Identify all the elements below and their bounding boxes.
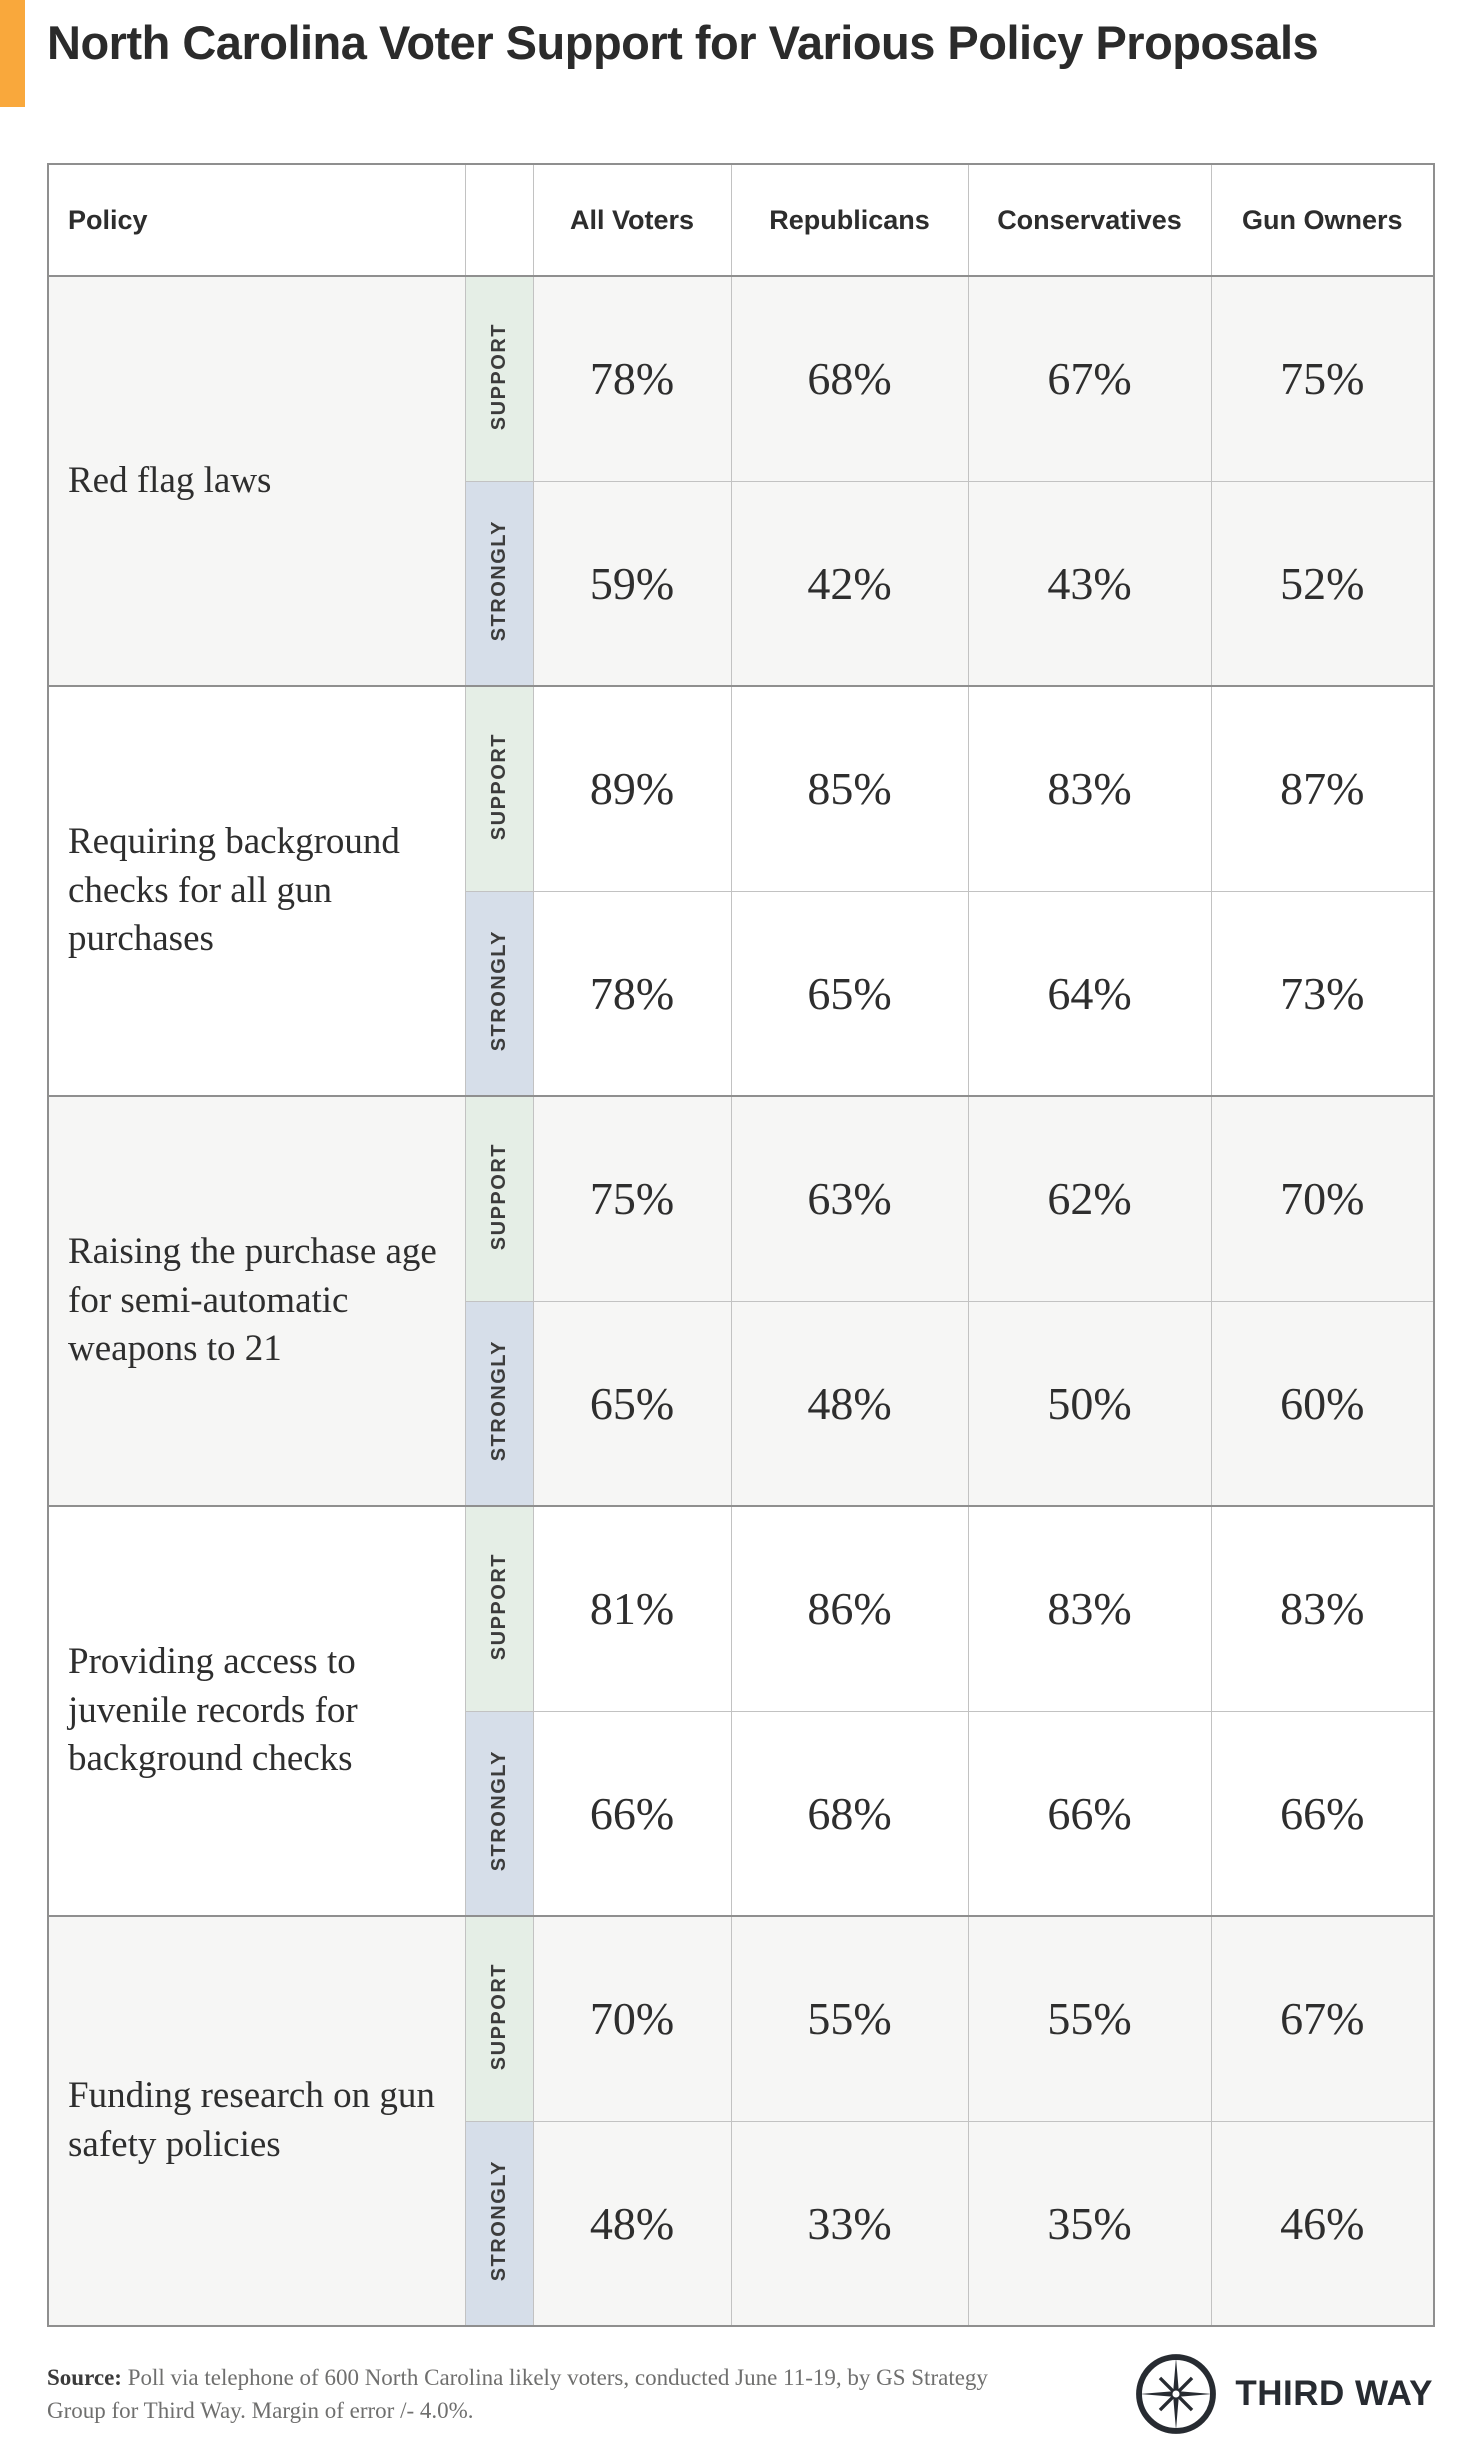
strongly-label-cell: STRONGLY bbox=[464, 2120, 534, 2327]
support-label-cell: SUPPORT bbox=[464, 685, 534, 892]
value-cell: 48% bbox=[532, 2120, 732, 2327]
support-label-cell: SUPPORT bbox=[464, 1095, 534, 1302]
value-cell: 50% bbox=[967, 1300, 1212, 1507]
support-row-label: SUPPORT bbox=[487, 322, 510, 430]
value-cell: 67% bbox=[967, 275, 1212, 482]
footer: Source: Poll via telephone of 600 North … bbox=[47, 2348, 1433, 2440]
poll-table: Policy All Voters Republicans Conservati… bbox=[47, 163, 1435, 2327]
page-title: North Carolina Voter Support for Various… bbox=[47, 16, 1319, 69]
strongly-row-label: STRONGLY bbox=[487, 2160, 510, 2282]
support-label-cell: SUPPORT bbox=[464, 1915, 534, 2122]
support-label-cell: SUPPORT bbox=[464, 275, 534, 482]
strongly-label-cell: STRONGLY bbox=[464, 890, 534, 1097]
column-header-republicans: Republicans bbox=[730, 163, 969, 277]
measure-column-header bbox=[464, 163, 534, 277]
third-way-logo: THIRD WAY bbox=[1134, 2352, 1433, 2436]
source-note: Source: Poll via telephone of 600 North … bbox=[47, 2361, 997, 2428]
strongly-row: STRONGLY 59% 42% 43% 52% bbox=[48, 480, 1435, 687]
value-cell: 59% bbox=[532, 480, 732, 687]
value-cell: 55% bbox=[730, 1915, 969, 2122]
value-cell: 85% bbox=[730, 685, 969, 892]
logo-wordmark: THIRD WAY bbox=[1235, 2374, 1433, 2413]
strongly-row: STRONGLY 48% 33% 35% 46% bbox=[48, 2120, 1435, 2327]
value-cell: 87% bbox=[1210, 685, 1435, 892]
policy-name: Funding research on gun safety policies bbox=[47, 1915, 466, 2327]
value-cell: 70% bbox=[532, 1915, 732, 2122]
value-cell: 73% bbox=[1210, 890, 1435, 1097]
value-cell: 66% bbox=[1210, 1710, 1435, 1917]
value-cell: 89% bbox=[532, 685, 732, 892]
source-text: Poll via telephone of 600 North Carolina… bbox=[47, 2364, 988, 2423]
strongly-row-label: STRONGLY bbox=[487, 930, 510, 1052]
support-row: Raising the purchase age for semi-automa… bbox=[47, 1095, 1435, 1507]
header-row: Policy All Voters Republicans Conservati… bbox=[47, 163, 1435, 277]
strongly-row-label: STRONGLY bbox=[487, 520, 510, 642]
value-cell: 65% bbox=[532, 1300, 732, 1507]
value-cell: 68% bbox=[730, 275, 969, 482]
value-cell: 83% bbox=[967, 1505, 1212, 1712]
value-cell: 33% bbox=[730, 2120, 969, 2327]
value-cell: 78% bbox=[532, 890, 732, 1097]
value-cell: 67% bbox=[1210, 1915, 1435, 2122]
value-cell: 78% bbox=[532, 275, 732, 482]
value-cell: 52% bbox=[1210, 480, 1435, 687]
value-cell: 48% bbox=[730, 1300, 969, 1507]
value-cell: 75% bbox=[532, 1095, 732, 1302]
policy-name: Raising the purchase age for semi-automa… bbox=[47, 1095, 466, 1507]
support-label-cell: SUPPORT bbox=[464, 1505, 534, 1712]
support-row-label: SUPPORT bbox=[487, 1552, 510, 1660]
strongly-row-label: STRONGLY bbox=[487, 1340, 510, 1462]
value-cell: 46% bbox=[1210, 2120, 1435, 2327]
strongly-label-cell: STRONGLY bbox=[464, 480, 534, 687]
value-cell: 66% bbox=[967, 1710, 1212, 1917]
policy-column-header: Policy bbox=[47, 163, 466, 277]
policy-name: Providing access to juvenile records for… bbox=[47, 1505, 466, 1917]
value-cell: 75% bbox=[1210, 275, 1435, 482]
value-cell: 63% bbox=[730, 1095, 969, 1302]
value-cell: 62% bbox=[967, 1095, 1212, 1302]
value-cell: 35% bbox=[967, 2120, 1212, 2327]
column-header-conservatives: Conservatives bbox=[967, 163, 1212, 277]
support-row: Funding research on gun safety policies … bbox=[47, 1915, 1435, 2327]
support-row: Providing access to juvenile records for… bbox=[47, 1505, 1435, 1917]
strongly-row: STRONGLY 78% 65% 64% 73% bbox=[48, 890, 1435, 1097]
strongly-row-label: STRONGLY bbox=[487, 1750, 510, 1872]
support-row: Red flag laws SUPPORT 78% 68% 67% 75% bbox=[47, 275, 1435, 687]
value-cell: 42% bbox=[730, 480, 969, 687]
column-header-all-voters: All Voters bbox=[532, 163, 732, 277]
strongly-label-cell: STRONGLY bbox=[464, 1300, 534, 1507]
value-cell: 83% bbox=[967, 685, 1212, 892]
policy-name: Requiring background checks for all gun … bbox=[47, 685, 466, 1097]
value-cell: 66% bbox=[532, 1710, 732, 1917]
value-cell: 81% bbox=[532, 1505, 732, 1712]
value-cell: 68% bbox=[730, 1710, 969, 1917]
accent-bar bbox=[0, 0, 25, 107]
support-row: Requiring background checks for all gun … bbox=[47, 685, 1435, 1097]
column-header-gun-owners: Gun Owners bbox=[1210, 163, 1435, 277]
strongly-label-cell: STRONGLY bbox=[464, 1710, 534, 1917]
strongly-row: STRONGLY 65% 48% 50% 60% bbox=[48, 1300, 1435, 1507]
poll-table-container: Policy All Voters Republicans Conservati… bbox=[47, 163, 1435, 2327]
value-cell: 83% bbox=[1210, 1505, 1435, 1712]
value-cell: 65% bbox=[730, 890, 969, 1097]
value-cell: 64% bbox=[967, 890, 1212, 1097]
value-cell: 86% bbox=[730, 1505, 969, 1712]
support-row-label: SUPPORT bbox=[487, 732, 510, 840]
source-label: Source: bbox=[47, 2364, 122, 2390]
support-row-label: SUPPORT bbox=[487, 1142, 510, 1250]
policy-name: Red flag laws bbox=[47, 275, 466, 687]
value-cell: 70% bbox=[1210, 1095, 1435, 1302]
value-cell: 55% bbox=[967, 1915, 1212, 2122]
value-cell: 43% bbox=[967, 480, 1212, 687]
value-cell: 60% bbox=[1210, 1300, 1435, 1507]
compass-icon bbox=[1136, 2354, 1217, 2434]
support-row-label: SUPPORT bbox=[487, 1962, 510, 2070]
